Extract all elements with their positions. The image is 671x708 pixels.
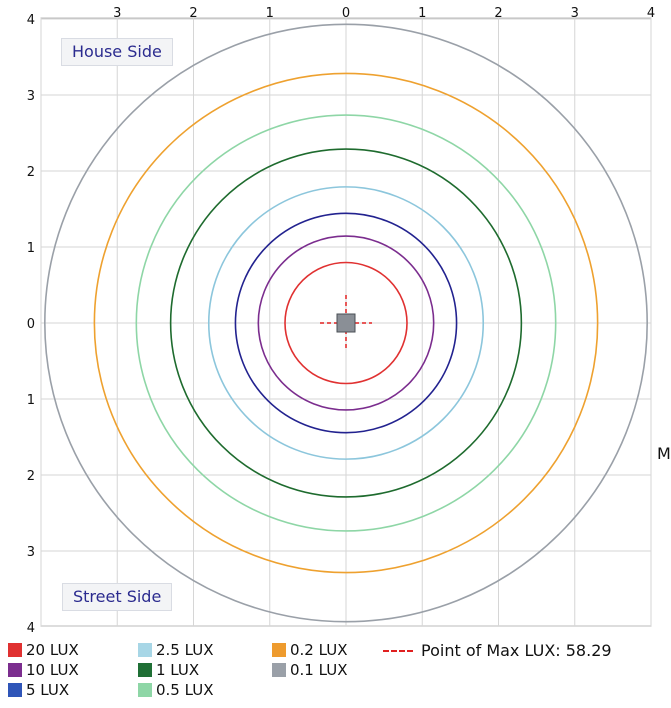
- contour-0-5-lux: [135, 114, 557, 532]
- y-tick-label: 4: [27, 621, 35, 636]
- x-tick-label: 2: [189, 6, 197, 21]
- street-side-label: Street Side: [62, 583, 173, 611]
- legend-swatch: [8, 643, 22, 657]
- legend-label: 2.5 LUX: [156, 641, 214, 659]
- y-tick-label: 4: [27, 13, 35, 28]
- contour-1-lux: [169, 148, 523, 498]
- contour-0-2-lux: [93, 72, 599, 574]
- legend-item: 10 LUX: [8, 661, 79, 679]
- max-point-marker: [320, 295, 372, 351]
- contour-lines: [44, 23, 648, 623]
- contour-20-lux: [284, 261, 408, 385]
- contour-2-5-lux: [207, 186, 485, 460]
- y-tick-label: 2: [27, 469, 35, 484]
- x-tick-label: 1: [266, 6, 274, 21]
- legend-swatch: [138, 643, 152, 657]
- legend-swatch: [138, 663, 152, 677]
- y-tick-label: 3: [27, 545, 35, 560]
- legend-item: 1 LUX: [138, 661, 199, 679]
- legend-item: 2.5 LUX: [138, 641, 214, 659]
- right-edge-label: M: [657, 444, 671, 463]
- dashed-line-sample: [383, 649, 413, 652]
- luminaire-icon: [336, 313, 356, 333]
- legend-item: 0.2 LUX: [272, 641, 348, 659]
- legend-swatch: [8, 683, 22, 697]
- legend-item: 20 LUX: [8, 641, 79, 659]
- legend-item: 5 LUX: [8, 681, 69, 699]
- y-tick-label: 2: [27, 165, 35, 180]
- legend-label: 20 LUX: [26, 641, 79, 659]
- x-tick-label: 3: [113, 6, 121, 21]
- tick-labels: 3 2 1 0 1 2 3 4 4 3 2 1 0 1 2 3 4: [27, 6, 655, 636]
- y-tick-label: 1: [27, 393, 35, 408]
- legend-swatch: [138, 683, 152, 697]
- legend-label: 5 LUX: [26, 681, 70, 699]
- legend-swatch: [8, 663, 22, 677]
- legend-label: 0.5 LUX: [156, 681, 214, 699]
- house-side-label: House Side: [61, 38, 173, 66]
- max-point-legend: Point of Max LUX: 58.29: [383, 641, 612, 660]
- x-tick-label: 0: [342, 6, 350, 21]
- y-tick-label: 0: [27, 317, 35, 332]
- legend-label: 10 LUX: [26, 661, 79, 679]
- x-tick-label: 3: [571, 6, 579, 21]
- legend-swatch: [272, 663, 286, 677]
- y-tick-label: 3: [27, 89, 35, 104]
- y-tick-label: 1: [27, 241, 35, 256]
- legend-item: 0.1 LUX: [272, 661, 348, 679]
- x-tick-label: 4: [647, 6, 655, 21]
- max-point-text: Point of Max LUX: 58.29: [421, 641, 612, 660]
- legend-swatch: [272, 643, 286, 657]
- contour-5-lux: [234, 212, 458, 434]
- x-tick-label: 1: [418, 6, 426, 21]
- x-tick-label: 2: [494, 6, 502, 21]
- contour-0-1-lux: [44, 23, 648, 623]
- legend-label: 0.1 LUX: [290, 661, 348, 679]
- legend-label: 1 LUX: [156, 661, 200, 679]
- legend-label: 0.2 LUX: [290, 641, 348, 659]
- legend-item: 0.5 LUX: [138, 681, 214, 699]
- contour-10-lux: [257, 235, 435, 411]
